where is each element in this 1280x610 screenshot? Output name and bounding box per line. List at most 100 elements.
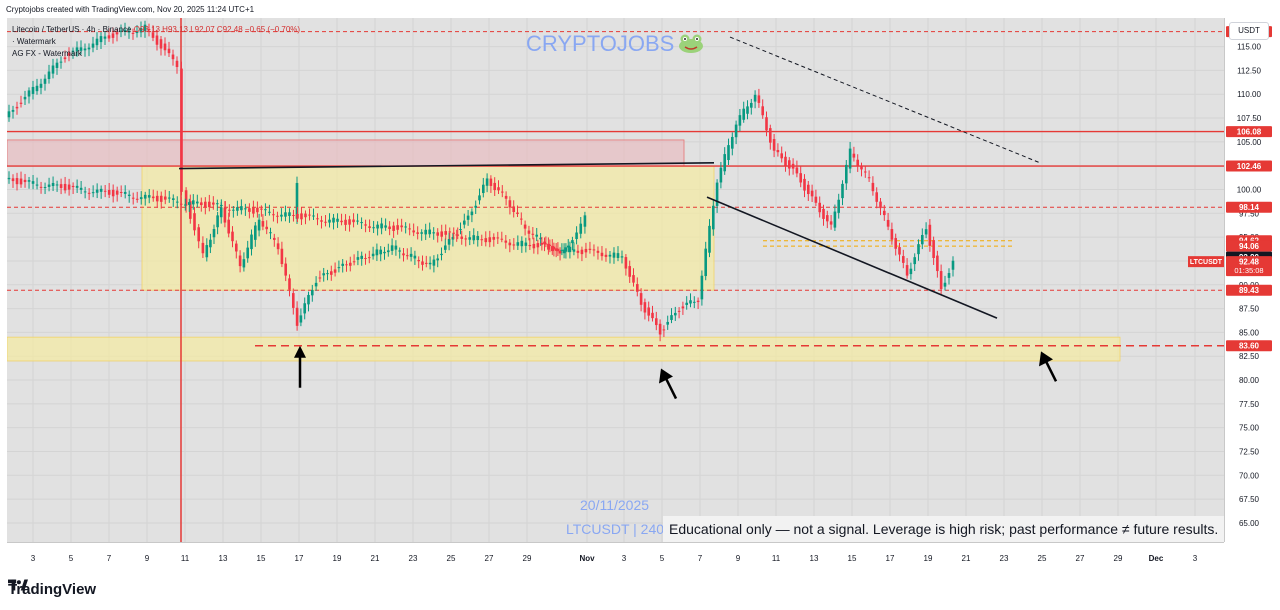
candle-body [284, 212, 287, 217]
candle-body [43, 78, 47, 84]
candle-body [139, 197, 143, 200]
price-countdown-label: 01:35:08 [1234, 266, 1263, 275]
candle-body [398, 250, 401, 252]
candle-body [380, 223, 383, 229]
price-badge-label: 92.48 [1239, 258, 1260, 267]
candle-body [171, 54, 175, 60]
candle-body [689, 300, 692, 304]
candle-body [59, 61, 63, 63]
currency-button[interactable]: USDT [1229, 22, 1269, 40]
candle-body [905, 265, 909, 276]
candle-body [212, 202, 215, 205]
symbol-legend: Litecoin / TetherUS · 4h · Binance O93.1… [12, 24, 300, 60]
chart-svg: LTCUSDT [7, 18, 1224, 542]
candle-body [254, 225, 257, 240]
candle-body [261, 221, 265, 227]
candle-body [466, 215, 470, 220]
time-scale[interactable]: 3 5 7 9 11 13 15 17 19 21 23 25 27 29 Nov 3 5 7 9 11 13 15 17 1… [7, 542, 1224, 571]
candle-body [205, 245, 209, 258]
candle-body [924, 229, 928, 235]
chart-pane[interactable]: LTCUSDT Litecoin / TetherUS · 4h · Binan… [7, 18, 1224, 542]
candle-body [83, 191, 87, 193]
candle-body [738, 115, 742, 126]
candle-body [314, 282, 318, 287]
zone-range [141, 165, 715, 291]
time-tick-label: 23 [1000, 554, 1009, 563]
candle-body [753, 94, 757, 102]
candle-body [814, 196, 818, 203]
candle-body [852, 153, 856, 158]
candle-body [436, 258, 439, 261]
candle-body [231, 231, 234, 242]
price-badge [1226, 256, 1272, 277]
price-scale[interactable]: 65.00 67.50 70.00 72.50 75.00 77.50 80.00 82.50… [1224, 18, 1273, 542]
candle-body [608, 254, 612, 257]
candle-body [344, 219, 347, 225]
time-tick-label: 3 [622, 554, 627, 563]
candle-body [256, 207, 259, 213]
candle-body [280, 214, 283, 217]
candle-body [404, 226, 407, 228]
tradingview-logo-icon [8, 579, 28, 591]
tradingview-logo[interactable]: TradingView [8, 579, 96, 599]
candle-body [383, 251, 386, 254]
candle-body [596, 250, 600, 253]
candle-body [928, 224, 932, 246]
candle-body [784, 156, 787, 166]
candle-body [412, 230, 415, 233]
candle-body [460, 236, 464, 239]
candle-body [356, 220, 359, 222]
candle-body [917, 244, 920, 255]
price-badge [1226, 284, 1272, 296]
candle-body [712, 205, 715, 230]
candle-body [19, 178, 23, 185]
candle-body [524, 242, 528, 246]
candle-body [540, 242, 544, 245]
price-tick-label: 112.50 [1237, 66, 1261, 75]
date-annotation: 20/11/2025 [580, 497, 650, 513]
time-tick-label: 11 [772, 554, 781, 563]
candle-body [504, 240, 508, 243]
candle-body [304, 213, 307, 218]
candle-body [248, 208, 251, 212]
time-tick-label: 9 [736, 554, 741, 563]
price-badge [1226, 126, 1272, 138]
candle-body [655, 318, 658, 326]
candle-body [147, 195, 151, 198]
candle-body [320, 220, 323, 222]
candle-body [550, 246, 554, 252]
candle-body [268, 211, 271, 213]
candle-body [704, 248, 707, 277]
candle-body [818, 202, 821, 213]
legend-indicator-2[interactable]: AG FX - Watermark [12, 49, 82, 58]
candle-body [246, 247, 249, 259]
candle-body [333, 269, 337, 273]
candle-body [871, 182, 875, 192]
candle-body [192, 200, 195, 205]
price-tick-label: 65.00 [1239, 519, 1260, 528]
candle-body [264, 209, 267, 211]
candle-body [651, 312, 654, 319]
candle-body [11, 109, 15, 112]
candle-body [734, 124, 738, 138]
legend-symbol[interactable]: Litecoin / TetherUS · 4h · Binance [12, 25, 132, 34]
candle-body [163, 43, 167, 51]
candle-body [27, 90, 31, 97]
candle-body [909, 268, 913, 275]
candle-body [547, 243, 550, 250]
candle-body [219, 207, 223, 218]
time-tick-label: 5 [660, 554, 665, 563]
candle-body [394, 245, 398, 250]
legend-indicator-1[interactable]: · Watermark [12, 37, 56, 46]
candle-body [867, 177, 871, 179]
candle-body [440, 231, 444, 237]
candle-body [326, 273, 329, 275]
price-badge-label: 98.14 [1239, 203, 1260, 212]
time-tick-label: 19 [924, 554, 933, 563]
time-tick-label: 7 [107, 554, 112, 563]
price-badge-label: 83.60 [1239, 342, 1260, 351]
candle-body [51, 65, 55, 74]
candle-body [193, 213, 196, 231]
arrow-head [659, 368, 673, 384]
price-tick-label: 80.00 [1239, 376, 1260, 385]
